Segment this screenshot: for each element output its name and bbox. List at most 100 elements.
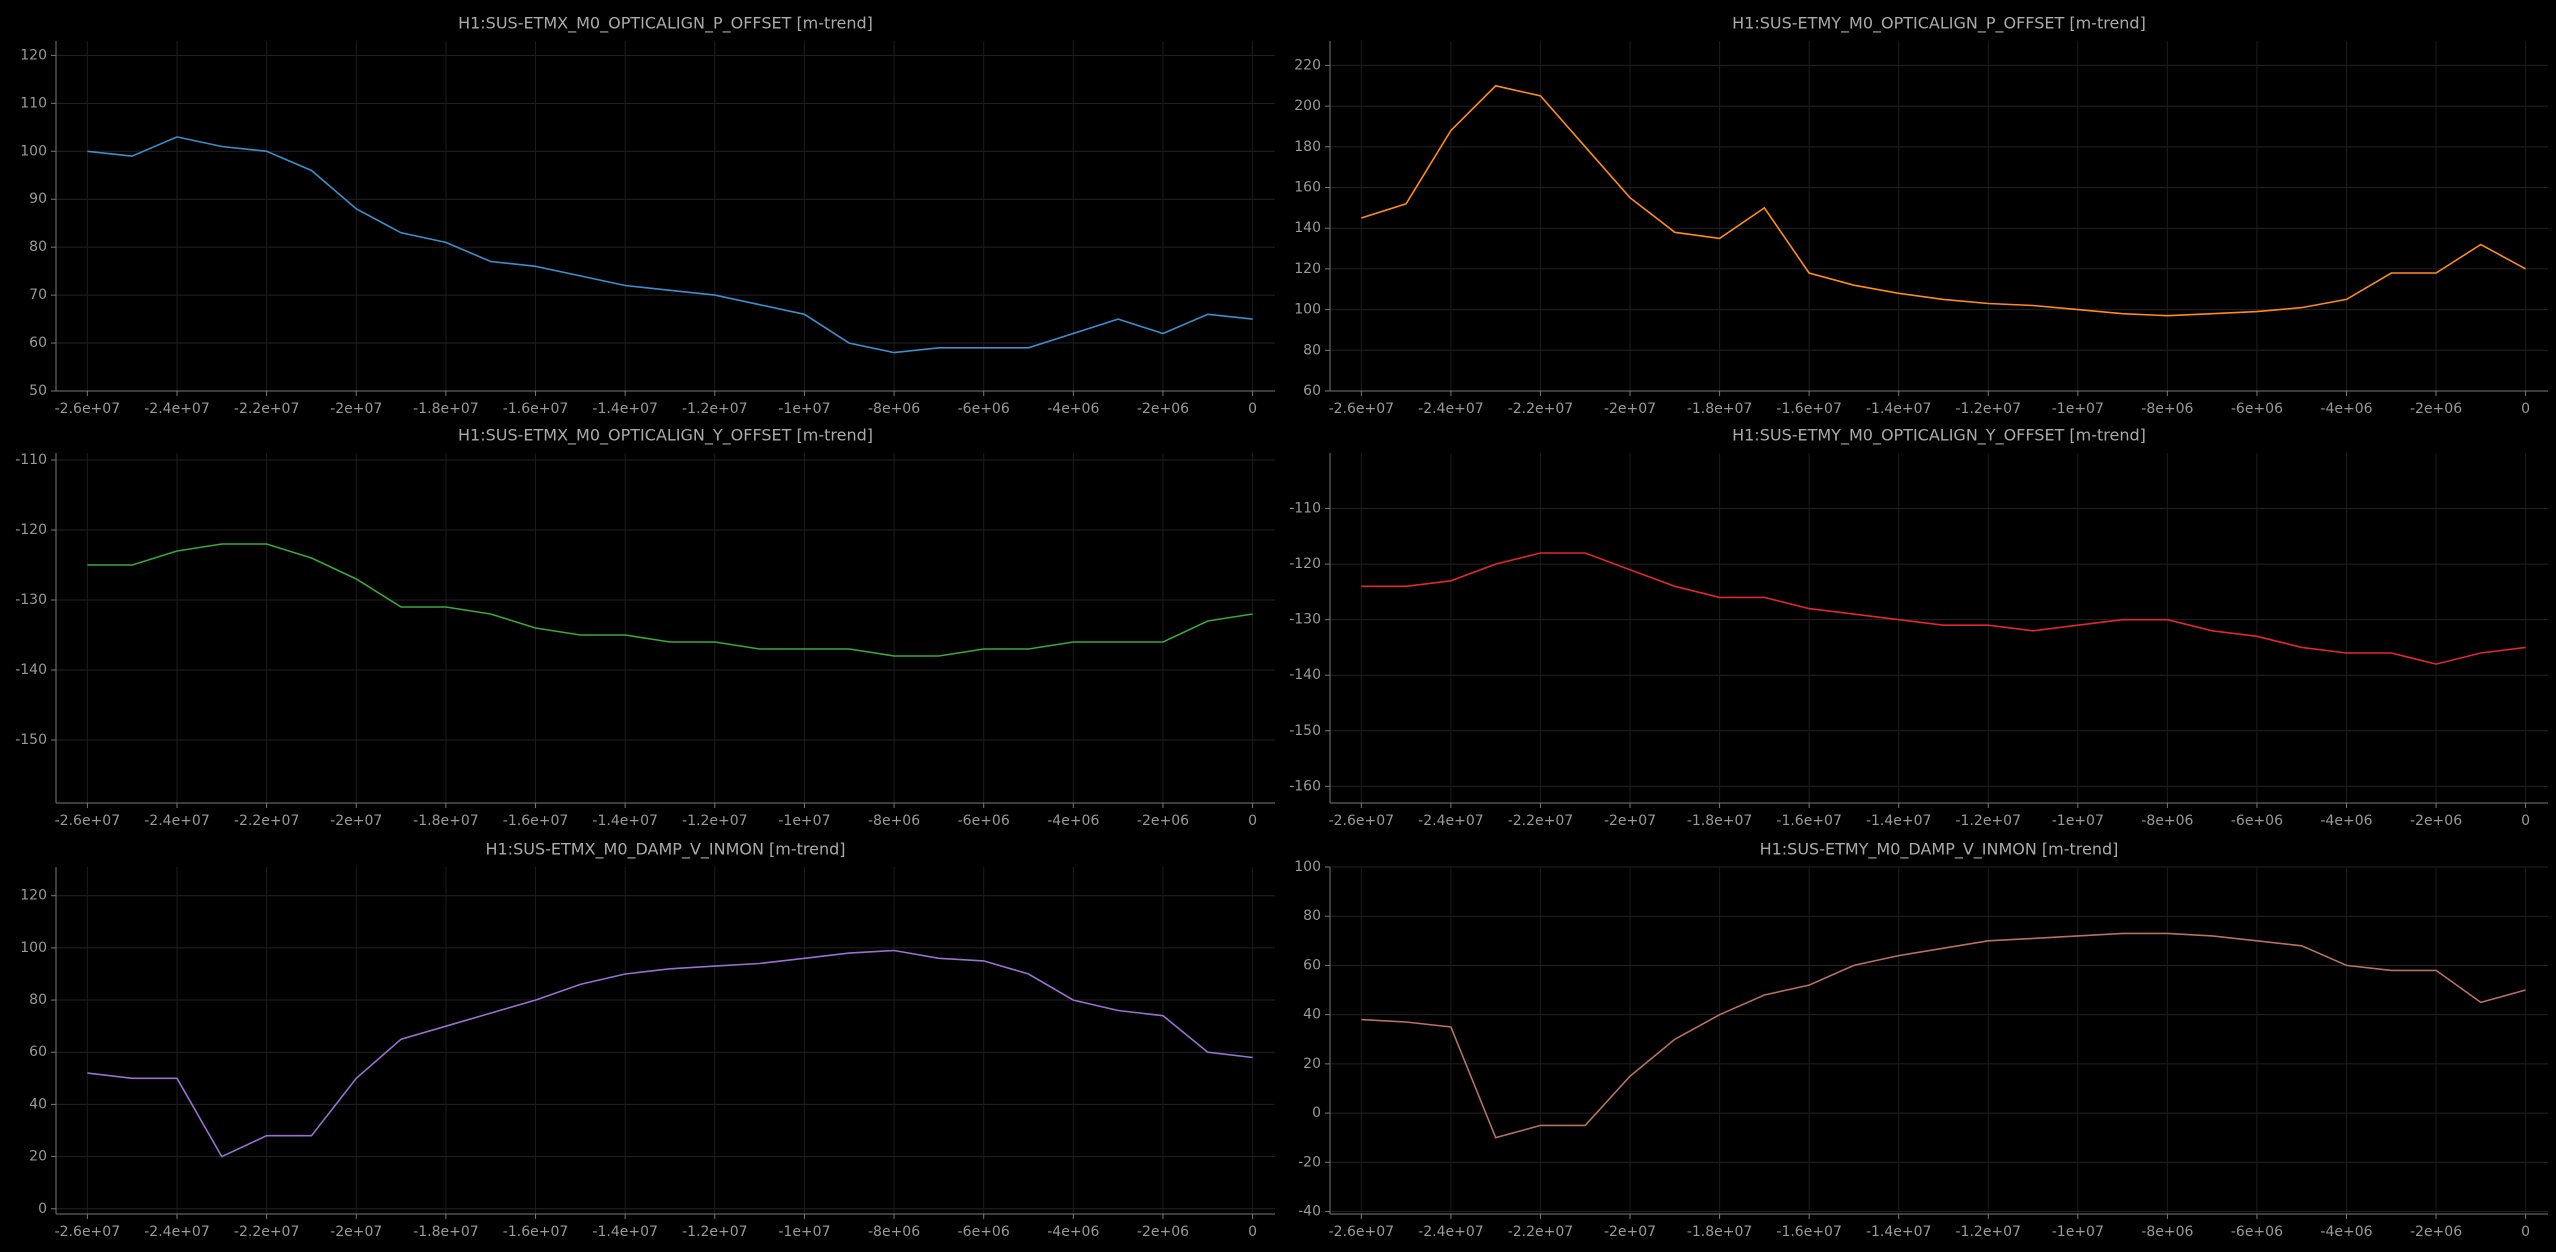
x-tick-label: 0	[1248, 401, 1257, 417]
x-tick-label: -1e+07	[2052, 1224, 2104, 1240]
x-tick-label: -8e+06	[2141, 1224, 2193, 1240]
x-tick-label: -1.4e+07	[592, 813, 657, 829]
y-tick-label: -130	[15, 592, 47, 608]
x-tick-label: -1.2e+07	[682, 813, 747, 829]
x-tick-label: -4e+06	[1047, 1224, 1099, 1240]
x-tick-label: -1.4e+07	[592, 401, 657, 417]
x-tick-label: -1.8e+07	[1687, 1224, 1752, 1240]
x-tick-label: -2e+06	[2410, 813, 2462, 829]
trend-line	[1361, 932, 2526, 1139]
x-tick-label: -1e+07	[778, 1224, 830, 1240]
y-tick-label: -20	[1298, 1154, 1321, 1170]
x-tick-label: -2e+07	[330, 401, 382, 417]
x-tick-label: -4e+06	[2320, 401, 2372, 417]
y-tick-label: 110	[20, 95, 47, 111]
y-tick-label: 70	[29, 287, 47, 303]
y-tick-label: -120	[15, 522, 47, 538]
x-tick-label: -1.2e+07	[1956, 813, 2021, 829]
x-tick-label: -2.4e+07	[144, 1224, 209, 1240]
x-tick-label: -1.4e+07	[1866, 401, 1931, 417]
x-tick-label: -2.6e+07	[1329, 401, 1394, 417]
y-tick-label: 50	[29, 383, 47, 399]
x-tick-label: -1.8e+07	[1687, 813, 1752, 829]
y-tick-label: -140	[15, 662, 47, 678]
x-tick-label: -1.8e+07	[1687, 401, 1752, 417]
y-tick-label: 40	[29, 1096, 47, 1112]
x-tick-label: -1.2e+07	[1956, 1224, 2021, 1240]
x-tick-label: -1.4e+07	[1866, 813, 1931, 829]
x-tick-label: -6e+06	[958, 813, 1010, 829]
x-tick-label: -2.2e+07	[1508, 1224, 1573, 1240]
x-tick-label: -8e+06	[868, 401, 920, 417]
x-tick-label: -1.2e+07	[1956, 401, 2021, 417]
chart-title: H1:SUS-ETMY_M0_OPTICALIGN_Y_OFFSET [m-tr…	[1732, 426, 2146, 446]
x-tick-label: -2.4e+07	[1418, 401, 1483, 417]
x-tick-label: -1e+07	[778, 813, 830, 829]
x-tick-label: 0	[2521, 813, 2530, 829]
x-tick-label: -2.2e+07	[1508, 813, 1573, 829]
y-tick-label: 100	[1294, 859, 1321, 875]
y-tick-label: 100	[1294, 302, 1321, 318]
x-tick-label: -1e+07	[778, 401, 830, 417]
x-tick-label: -2e+06	[1137, 401, 1189, 417]
trend-line	[1361, 552, 2526, 665]
x-tick-label: -1.2e+07	[682, 401, 747, 417]
x-tick-label: -2.2e+07	[234, 401, 299, 417]
x-tick-label: -2.6e+07	[55, 813, 120, 829]
x-tick-label: -6e+06	[958, 401, 1010, 417]
x-tick-label: 0	[1248, 813, 1257, 829]
x-tick-label: -2.6e+07	[55, 1224, 120, 1240]
x-tick-label: -2e+06	[1137, 1224, 1189, 1240]
x-tick-label: -2e+07	[1604, 1224, 1656, 1240]
x-tick-label: -8e+06	[868, 813, 920, 829]
x-tick-label: -4e+06	[2320, 813, 2372, 829]
x-tick-label: -1.8e+07	[413, 1224, 478, 1240]
y-tick-label: 220	[1294, 57, 1321, 73]
x-tick-label: -2.2e+07	[1508, 401, 1573, 417]
chart-title: H1:SUS-ETMX_M0_OPTICALIGN_Y_OFFSET [m-tr…	[458, 426, 873, 446]
y-tick-label: 60	[29, 335, 47, 351]
x-tick-label: -1.6e+07	[1776, 401, 1841, 417]
y-tick-label: -140	[1289, 667, 1321, 683]
y-tick-label: 80	[1303, 342, 1321, 358]
x-tick-label: -1.8e+07	[413, 813, 478, 829]
y-tick-label: -150	[15, 732, 47, 748]
x-tick-label: 0	[2521, 401, 2530, 417]
y-tick-label: -110	[15, 452, 47, 468]
y-tick-label: 60	[1303, 383, 1321, 399]
x-tick-label: -2e+07	[330, 1224, 382, 1240]
trend-line	[1361, 84, 2526, 317]
y-tick-label: -40	[1298, 1204, 1321, 1220]
x-tick-label: -2e+06	[2410, 1224, 2462, 1240]
x-tick-label: -2.4e+07	[1418, 813, 1483, 829]
x-tick-label: -2.4e+07	[144, 401, 209, 417]
y-tick-label: 60	[1303, 957, 1321, 973]
x-tick-label: -4e+06	[1047, 813, 1099, 829]
y-tick-label: -130	[1289, 612, 1321, 628]
y-tick-label: 120	[20, 47, 47, 63]
x-tick-label: -8e+06	[2141, 813, 2193, 829]
chart-title: H1:SUS-ETMY_M0_OPTICALIGN_P_OFFSET [m-tr…	[1732, 14, 2146, 34]
y-tick-label: 80	[29, 239, 47, 255]
y-tick-label: 20	[1303, 1056, 1321, 1072]
trend-line	[87, 136, 1253, 354]
x-tick-label: -4e+06	[1047, 401, 1099, 417]
trend-line	[87, 949, 1253, 1158]
x-tick-label: -1.4e+07	[592, 1224, 657, 1240]
x-tick-label: -2.6e+07	[55, 401, 120, 417]
x-tick-label: -1.6e+07	[503, 1224, 568, 1240]
x-tick-label: -2.2e+07	[234, 813, 299, 829]
x-tick-label: -2e+07	[1604, 401, 1656, 417]
y-tick-label: -120	[1289, 556, 1321, 572]
x-tick-label: -2e+07	[1604, 813, 1656, 829]
y-tick-label: -150	[1289, 723, 1321, 739]
x-tick-label: -6e+06	[2231, 401, 2283, 417]
x-tick-label: -1.6e+07	[503, 813, 568, 829]
x-tick-label: -2e+06	[1137, 813, 1189, 829]
x-tick-label: -1.4e+07	[1866, 1224, 1931, 1240]
y-tick-label: 80	[1303, 908, 1321, 924]
chart-title: H1:SUS-ETMY_M0_DAMP_V_INMON [m-trend]	[1760, 840, 2119, 860]
y-tick-label: 120	[20, 888, 47, 904]
y-tick-label: 0	[38, 1201, 47, 1217]
x-tick-label: -2.4e+07	[1418, 1224, 1483, 1240]
